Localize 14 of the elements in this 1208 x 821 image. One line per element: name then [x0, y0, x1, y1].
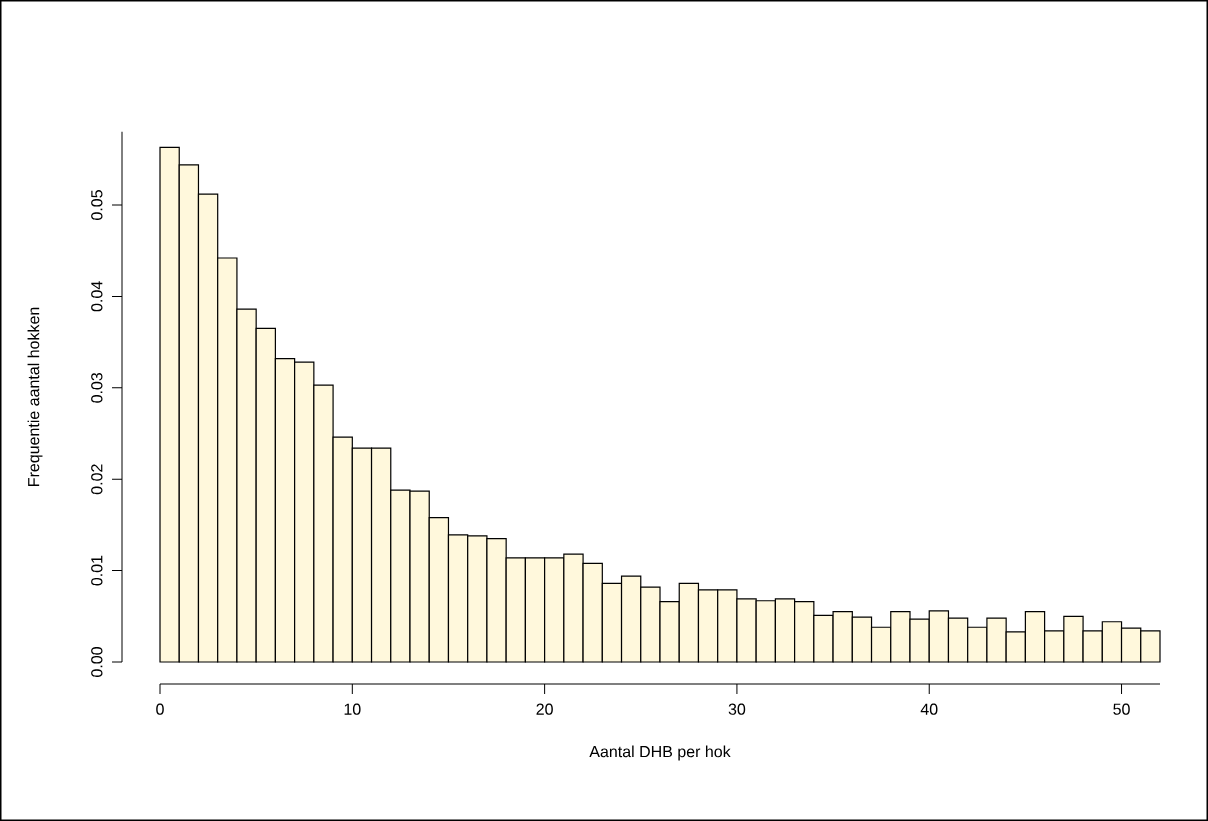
x-tick-label: 30: [728, 703, 746, 715]
y-tick-label: 0.00: [91, 647, 103, 677]
x-tick-label: 20: [536, 703, 553, 715]
y-tick-label: 0.03: [91, 372, 103, 403]
y-tick-label: 0.05: [91, 190, 103, 220]
y-tick-label: 0.04: [91, 281, 103, 312]
x-tick-label: 10: [344, 703, 361, 715]
y-tick-label: 0.01: [91, 555, 103, 586]
x-tick-label: 40: [920, 703, 938, 715]
x-axis-title: Aantal DHB per hok: [589, 745, 731, 761]
y-axis-title: Frequentie aantal hokken: [27, 307, 43, 486]
y-tick-label: 0.02: [91, 464, 103, 495]
x-tick-label: 50: [1113, 703, 1130, 715]
x-tick-label: 0: [156, 703, 164, 715]
